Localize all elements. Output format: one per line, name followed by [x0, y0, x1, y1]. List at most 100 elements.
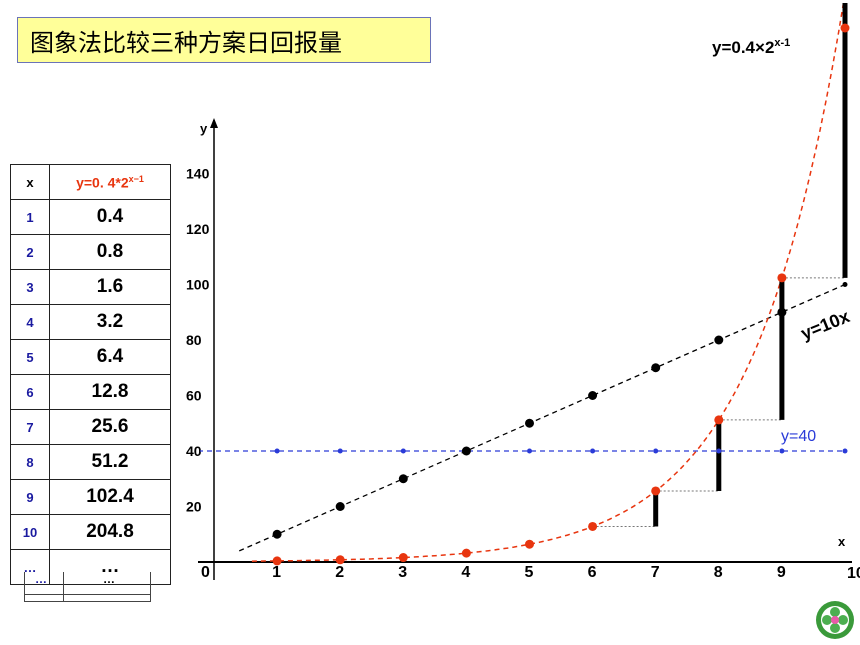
point-y40	[527, 448, 532, 454]
series-group	[200, 0, 846, 562]
table-row: 9 102.4	[10, 479, 171, 515]
table-header-y-base: y=0. 4*2	[76, 174, 129, 191]
table-cell-y: 3.2	[49, 304, 171, 340]
table-cell-x: 2	[10, 234, 50, 270]
table-cell-x: 6	[10, 374, 50, 410]
point-y40	[400, 448, 406, 454]
table-tail-x: …	[35, 572, 47, 586]
table-header-y-exp: x−1	[128, 173, 144, 184]
table-tail-divider	[63, 572, 64, 601]
point-y40	[274, 448, 280, 454]
table-cell-x: 7	[10, 409, 50, 445]
point-linear	[272, 529, 282, 539]
x-tick-label: 5	[525, 564, 534, 581]
y-tick-label: 100	[186, 277, 210, 293]
table-row: 7 25.6	[10, 409, 171, 445]
table-cell-y: 102.4	[49, 479, 171, 515]
table-cell-y: 1.6	[49, 269, 171, 305]
table-tail-line	[25, 594, 150, 595]
point-linear	[777, 307, 787, 317]
point-y40	[716, 448, 722, 454]
point-exponential	[461, 548, 471, 558]
x-tick-label: 8	[714, 564, 723, 581]
point-linear	[842, 282, 848, 287]
point-exponential	[335, 555, 345, 565]
table-header-x: x	[10, 164, 50, 200]
point-y40	[653, 448, 659, 454]
point-y40	[842, 448, 848, 454]
table-cell-x: 5	[10, 339, 50, 375]
x-tick-label: 6	[588, 564, 597, 581]
table-row: 6 12.8	[10, 374, 171, 410]
slide-title: 图象法比较三种方案日回报量	[17, 17, 431, 63]
series-linear-line	[238, 283, 846, 552]
point-linear	[714, 335, 724, 345]
point-exponential	[840, 23, 850, 33]
table-header-row: x y=0. 4*2x−1	[10, 164, 171, 200]
table-cell-x: …	[10, 549, 50, 585]
point-y40	[590, 448, 596, 454]
y-axis-label: y	[200, 121, 208, 136]
table-row: 2 0.8	[10, 234, 171, 270]
point-linear	[525, 418, 534, 428]
point-exponential	[714, 415, 724, 425]
y-tick-label: 20	[186, 499, 202, 515]
table-row: 10 204.8	[10, 514, 171, 550]
point-exponential	[398, 553, 408, 563]
table-cell-y: 204.8	[49, 514, 171, 550]
logo-icon	[816, 601, 854, 639]
table-row: 5 6.4	[10, 339, 171, 375]
x-tick-label: 4	[461, 564, 470, 581]
point-linear	[651, 363, 661, 373]
origin-label: 0	[201, 564, 210, 581]
point-linear	[588, 391, 598, 400]
point-y40	[779, 448, 785, 454]
y-tick-label: 80	[186, 332, 202, 348]
table-cell-x: 8	[10, 444, 50, 480]
point-linear	[335, 502, 345, 511]
exp-curve-label: y=0.4×2x-1	[712, 37, 790, 57]
marks-group	[272, 3, 850, 566]
table-cell-x: 9	[10, 479, 50, 515]
point-linear	[461, 446, 471, 456]
x-tick-label: 2	[335, 564, 344, 581]
table-cell-y: 6.4	[49, 339, 171, 375]
table-tail: … …	[24, 572, 151, 602]
table-cell-x: 1	[10, 199, 50, 235]
table-cell-x: 4	[10, 304, 50, 340]
constant-line-label: y=40	[781, 428, 816, 445]
exp-curve-label-exponent: x-1	[774, 37, 790, 49]
table-cell-y: 0.8	[49, 234, 171, 270]
table-row: 3 1.6	[10, 269, 171, 305]
y-tick-label: 40	[186, 443, 202, 459]
table-row: 4 3.2	[10, 304, 171, 340]
y-tick-label: 60	[186, 388, 202, 404]
x-tick-label: 3	[398, 564, 407, 581]
table-cell-y: 12.8	[49, 374, 171, 410]
point-exponential	[272, 556, 282, 566]
x-axis-label: x	[838, 534, 846, 549]
y-tick-label: 140	[186, 166, 210, 182]
y-tick-label: 120	[186, 221, 210, 237]
table-cell-x: 3	[10, 269, 50, 305]
x-tick-label: 10	[847, 565, 860, 582]
value-table: x y=0. 4*2x−1 1 0.4 2 0.8 3 1.6 4 3.2 5 6.4 6 12.8 7…	[10, 164, 171, 585]
table-header-y: y=0. 4*2x−1	[49, 164, 171, 200]
table-cell-y: 51.2	[49, 444, 171, 480]
x-tick-label: 7	[651, 564, 660, 581]
table-cell-y: 25.6	[49, 409, 171, 445]
point-linear	[398, 474, 408, 484]
table-row: 1 0.4	[10, 199, 171, 235]
table-tail-y: …	[103, 572, 115, 586]
x-tick-label: 9	[777, 564, 786, 581]
point-y40	[337, 448, 343, 454]
point-exponential	[651, 486, 661, 496]
point-exponential	[777, 273, 787, 283]
table-cell-x: 10	[10, 514, 50, 550]
point-exponential	[588, 521, 598, 531]
point-exponential	[525, 539, 534, 549]
x-tick-label: 1	[272, 564, 281, 581]
table-row: 8 51.2	[10, 444, 171, 480]
y-axis-arrow	[210, 118, 218, 128]
